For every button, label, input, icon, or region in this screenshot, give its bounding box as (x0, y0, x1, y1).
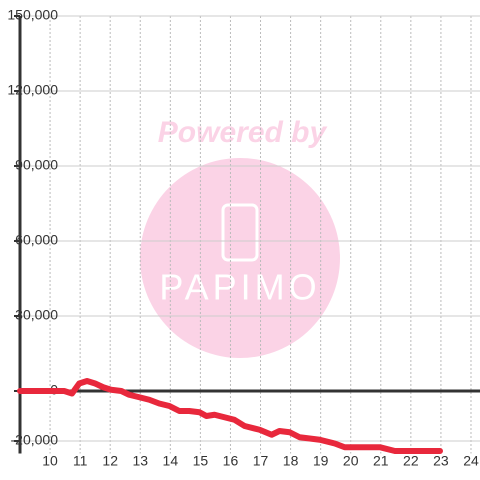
x-tick-label: 10 (42, 453, 58, 469)
watermark-title: Powered by (158, 116, 328, 149)
watermark-circle (140, 158, 340, 358)
y-tick-label: 120,000 (7, 82, 58, 98)
x-tick-label: 14 (163, 453, 179, 469)
y-tick-label: 60,000 (15, 232, 58, 248)
x-tick-label: 22 (403, 453, 419, 469)
x-tick-label: 12 (102, 453, 118, 469)
x-tick-label: 21 (373, 453, 389, 469)
y-tick-label: 30,000 (15, 307, 58, 323)
x-tick-label: 18 (283, 453, 299, 469)
y-tick-label: 90,000 (15, 157, 58, 173)
line (17, 378, 444, 454)
x-tick-label: 13 (132, 453, 148, 469)
watermark-icon (221, 203, 259, 262)
y-tick-label: -20,000 (11, 432, 59, 448)
y-tick-label: 150,000 (7, 7, 58, 23)
x-tick-label: 23 (433, 453, 449, 469)
x-tick-label: 15 (193, 453, 209, 469)
watermark-logo: PAPIMO (159, 267, 320, 308)
x-tick-label: 17 (253, 453, 269, 469)
x-tick-label: 16 (223, 453, 239, 469)
x-tick-label: 20 (343, 453, 359, 469)
x-tick-label: 24 (463, 453, 479, 469)
x-tick-label: 19 (313, 453, 329, 469)
x-tick-label: 11 (73, 453, 88, 469)
